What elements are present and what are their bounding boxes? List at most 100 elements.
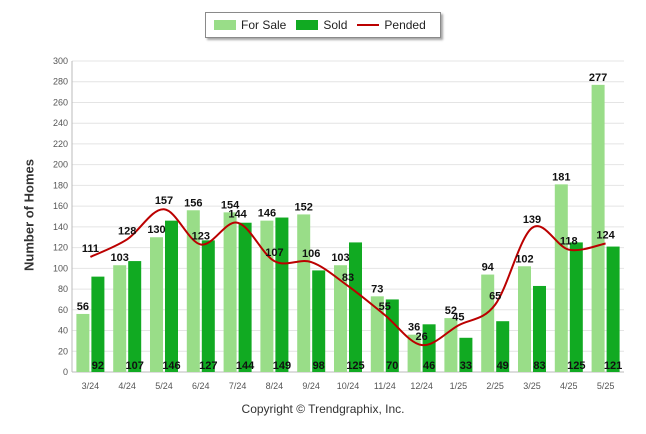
data-label-for-sale: 156: [184, 197, 202, 209]
bar-sold: [606, 246, 620, 372]
data-label-for-sale: 73: [371, 283, 383, 295]
legend: For Sale Sold Pended: [205, 12, 441, 38]
data-label-for-sale: 36: [408, 322, 420, 334]
y-tick-label: 160: [53, 201, 68, 211]
y-tick-label: 100: [53, 263, 68, 273]
data-label-for-sale: 146: [258, 208, 276, 220]
bar-sold: [349, 242, 362, 372]
data-label-pended: 55: [379, 301, 391, 313]
data-label-pended: 118: [560, 236, 578, 248]
bar-for-sale: [76, 313, 90, 372]
y-tick-label: 20: [58, 346, 68, 356]
x-tick-label: 5/24: [155, 381, 173, 391]
data-label-pended: 139: [523, 214, 541, 226]
legend-label-sold: Sold: [323, 18, 348, 32]
x-tick-label: 2/25: [486, 381, 504, 391]
legend-swatch-for-sale: [214, 20, 236, 30]
bar-sold: [422, 324, 436, 372]
data-label-for-sale: 103: [331, 252, 349, 264]
data-label-sold: 149: [273, 360, 291, 372]
data-label-pended: 83: [342, 272, 354, 284]
bar-sold: [201, 240, 215, 372]
legend-item-for-sale: For Sale: [214, 18, 286, 32]
x-tick-label: 5/25: [597, 381, 615, 391]
bar-sold: [533, 285, 546, 372]
y-axis-title: Number of Homes: [21, 159, 37, 271]
bar-sold: [91, 276, 105, 372]
plot-area: [72, 61, 624, 372]
bar-sold: [459, 337, 473, 372]
data-label-pended: 107: [265, 247, 283, 259]
data-label-sold: 107: [126, 360, 144, 372]
data-label-pended: 45: [452, 311, 464, 323]
bar-for-sale: [297, 214, 311, 372]
data-label-for-sale: 152: [295, 201, 313, 213]
data-label-for-sale: 56: [77, 301, 89, 313]
bar-sold: [238, 222, 252, 372]
data-label-sold: 46: [423, 360, 435, 372]
copyright-footer: Copyright © Trendgraphix, Inc.: [241, 402, 405, 416]
data-label-pended: 65: [489, 291, 501, 303]
data-label-sold: 144: [236, 360, 255, 372]
bar-for-sale: [370, 296, 384, 372]
data-label-sold: 146: [162, 360, 180, 372]
data-label-for-sale: 103: [111, 252, 129, 264]
data-label-for-sale: 52: [445, 305, 457, 317]
x-tick-label: 10/24: [337, 381, 360, 391]
bar-for-sale: [223, 212, 237, 372]
legend-swatch-pended: [357, 24, 380, 26]
legend-swatch-sold: [296, 20, 319, 30]
data-label-sold: 49: [497, 360, 509, 372]
bar-for-sale: [150, 237, 163, 372]
bar-for-sale: [554, 184, 568, 372]
data-label-for-sale: 154: [221, 199, 240, 211]
data-label-pended: 128: [118, 225, 136, 237]
data-label-pended: 157: [155, 195, 173, 207]
bar-for-sale: [186, 210, 200, 372]
bar-for-sale: [260, 220, 274, 372]
data-label-pended: 124: [596, 229, 615, 241]
y-tick-label: 220: [53, 139, 68, 149]
x-tick-label: 1/25: [450, 381, 468, 391]
line-pended: [89, 208, 606, 347]
y-tick-label: 120: [53, 243, 68, 253]
data-label-pended: 144: [228, 209, 247, 221]
bar-sold: [165, 220, 178, 372]
y-tick-label: 240: [53, 118, 68, 128]
data-label-for-sale: 94: [482, 262, 495, 274]
y-tick-label: 300: [53, 56, 68, 66]
y-tick-label: 80: [58, 284, 68, 294]
data-label-pended: 26: [415, 331, 427, 343]
y-tick-label: 40: [58, 326, 68, 336]
data-label-for-sale: 130: [147, 224, 165, 236]
bar-for-sale: [518, 266, 531, 372]
data-label-for-sale: 181: [552, 171, 570, 183]
bar-for-sale: [113, 265, 127, 372]
x-tick-label: 4/24: [118, 381, 136, 391]
y-tick-label: 180: [53, 180, 68, 190]
data-label-pended: 123: [192, 230, 210, 242]
data-label-sold: 127: [199, 360, 217, 372]
legend-item-sold: Sold: [296, 18, 347, 32]
bar-sold: [275, 217, 289, 372]
x-tick-label: 9/24: [302, 381, 320, 391]
bar-for-sale: [334, 265, 347, 372]
data-label-sold: 125: [567, 360, 585, 372]
data-label-sold: 83: [533, 360, 545, 372]
y-tick-label: 200: [53, 160, 68, 170]
data-label-for-sale: 102: [515, 253, 533, 265]
x-tick-label: 3/24: [82, 381, 100, 391]
legend-label-for-sale: For Sale: [241, 18, 287, 32]
legend-label-pended: Pended: [384, 18, 426, 32]
data-label-sold: 33: [460, 360, 472, 372]
y-tick-label: 260: [53, 97, 68, 107]
legend-item-pended: Pended: [357, 18, 426, 32]
x-tick-label: 7/24: [229, 381, 247, 391]
bar-sold: [569, 242, 583, 372]
x-tick-label: 8/24: [266, 381, 284, 391]
data-label-sold: 70: [386, 360, 398, 372]
data-label-sold: 92: [92, 360, 104, 372]
x-tick-label: 4/25: [560, 381, 578, 391]
bar-for-sale: [591, 84, 605, 373]
